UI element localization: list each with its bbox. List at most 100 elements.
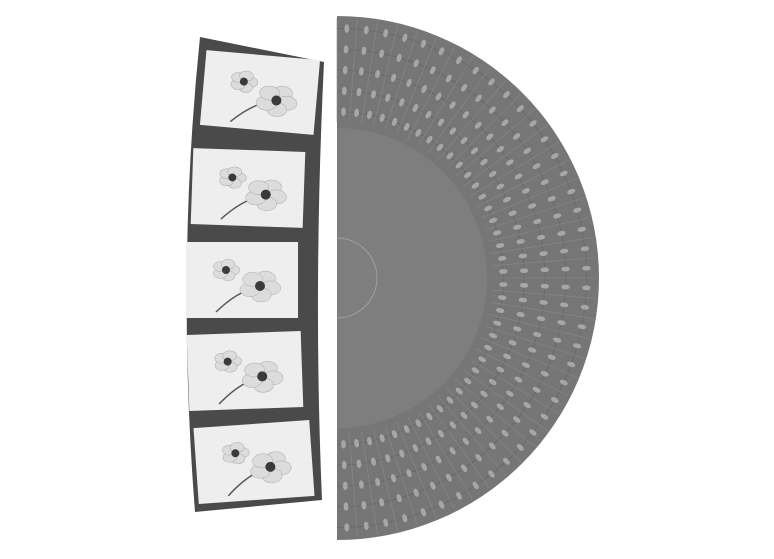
disc-cell-divider <box>435 472 446 492</box>
disc-cell-divider <box>476 123 492 139</box>
disc-cell-divider <box>518 108 535 123</box>
disc-cell-divider <box>505 163 524 176</box>
film-frame <box>199 50 321 135</box>
disc-cell-divider <box>355 18 358 40</box>
disc-cell-divider <box>451 127 466 144</box>
flower-center <box>260 189 271 200</box>
disc-cell <box>399 98 405 107</box>
disc-cell <box>496 308 505 313</box>
disc-cell <box>496 243 505 248</box>
disc-cell-divider <box>524 210 545 218</box>
frame-photo <box>190 148 306 228</box>
disc-cell-divider <box>391 90 399 110</box>
disc-cell <box>496 183 505 190</box>
disc-cell-divider <box>478 443 493 461</box>
frame-photo <box>186 242 298 318</box>
disc-cell <box>474 121 482 129</box>
disc-cell <box>421 462 427 471</box>
disc-cell <box>344 24 350 33</box>
disc-cell-divider <box>391 446 399 466</box>
disc-cell-divider <box>382 470 389 491</box>
disc-cell-divider <box>407 120 418 140</box>
disc-cell <box>516 312 525 317</box>
disc-cell <box>513 416 521 423</box>
disc-cell-divider <box>538 361 559 370</box>
disc-cell <box>498 255 507 261</box>
disc-cell-divider <box>429 428 441 447</box>
disc-cell-divider <box>575 257 597 260</box>
disc-cell <box>550 153 559 159</box>
flower-center <box>228 173 237 182</box>
disc-cell-divider <box>564 197 585 205</box>
disc-cell-divider <box>407 416 418 436</box>
disc-cell <box>426 412 433 421</box>
disc-cell <box>430 481 436 490</box>
disc-cell <box>528 347 537 353</box>
disc-cell <box>573 207 582 213</box>
disc-cell <box>385 454 391 463</box>
disc-cell-divider <box>500 202 520 211</box>
disc-cell-divider <box>387 490 394 511</box>
disc-cell <box>391 117 398 126</box>
disc-cell-divider <box>439 446 452 465</box>
disc-cell <box>475 454 482 462</box>
disc-cell-divider <box>353 495 357 517</box>
disc-cell <box>379 434 385 443</box>
disc-cell <box>379 498 385 507</box>
disc-cell <box>371 457 376 466</box>
disc-cell-divider <box>417 101 427 121</box>
disc-cell <box>580 246 590 252</box>
disc-cell-divider <box>445 46 456 66</box>
disc-cell-divider <box>523 152 542 165</box>
disc-cell <box>488 106 496 114</box>
disc-cell-divider <box>465 111 480 128</box>
disc-cell <box>449 447 456 455</box>
disc-cell <box>367 110 372 119</box>
disc-cell <box>514 173 523 180</box>
disc-cell <box>577 324 586 330</box>
disc-cell <box>341 86 347 96</box>
disc-cell <box>503 457 510 465</box>
disc-cell <box>455 387 463 395</box>
disc-cell-divider <box>426 83 437 103</box>
disc-cell <box>547 354 556 360</box>
disc-cell <box>462 111 470 119</box>
disc-cell <box>499 282 508 287</box>
disc-cell <box>435 455 442 464</box>
disc-cell-divider <box>447 388 463 404</box>
disc-cell <box>480 158 488 166</box>
disc-cell-divider <box>348 433 352 455</box>
disc-cell-divider <box>352 60 355 82</box>
disc-cell-divider <box>476 417 492 433</box>
disc-cell-divider <box>364 452 369 474</box>
disc-cell-divider <box>450 73 463 92</box>
disc-cell <box>559 170 568 177</box>
disc-cell <box>513 133 521 140</box>
disc-cell-divider <box>505 332 525 340</box>
disc-cell <box>496 403 504 411</box>
disc-cell-divider <box>487 174 506 186</box>
disc-cell-divider <box>387 45 394 66</box>
disc-cell <box>496 145 504 153</box>
disc-cell <box>406 469 412 478</box>
disc-cell <box>396 53 402 62</box>
disc-cell-divider <box>500 345 520 354</box>
disc-cell <box>438 47 445 56</box>
disc-cell <box>341 460 347 470</box>
disc-cell-divider <box>519 194 539 203</box>
flower-center <box>222 266 230 274</box>
film-frame <box>186 242 298 318</box>
disc-cell-divider <box>540 141 559 154</box>
disc-cell <box>385 93 391 102</box>
disc-cell <box>501 429 509 437</box>
disc-cell-divider <box>426 453 437 473</box>
disc-cell <box>486 415 494 423</box>
disc-cell <box>488 378 497 386</box>
disc-cell-divider <box>532 243 553 248</box>
disc-cell <box>540 136 549 143</box>
disc-cell <box>550 397 559 403</box>
disc-cell-divider <box>367 62 372 83</box>
disc-cell <box>488 442 496 450</box>
disc-cell <box>342 66 348 75</box>
disc-cell-divider <box>487 406 504 421</box>
